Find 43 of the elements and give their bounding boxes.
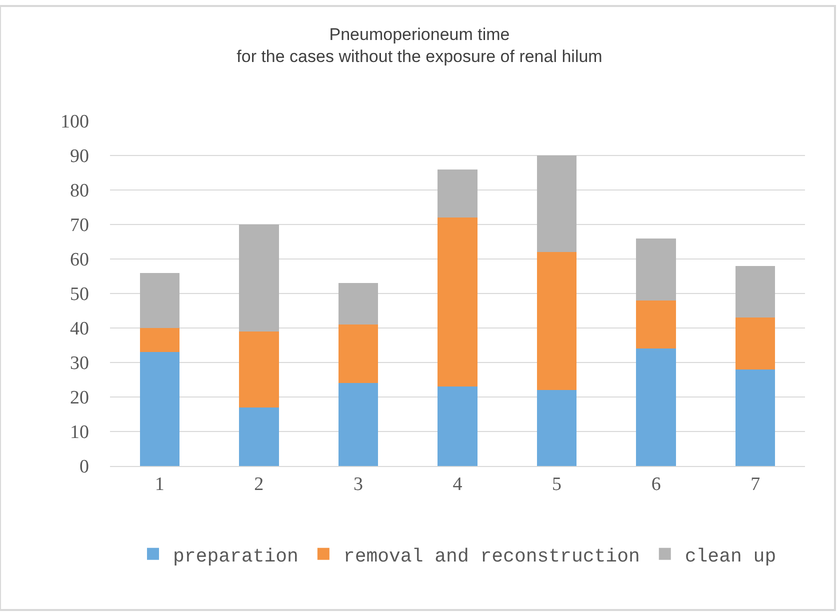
bar: [338, 283, 378, 325]
y-tick-label: 10: [70, 422, 89, 444]
x-tick-label: 1: [154, 474, 164, 495]
x-tick-label: 5: [552, 474, 562, 495]
legend-label: removal and reconstruction: [343, 545, 640, 568]
y-tick-label: 80: [70, 180, 89, 202]
y-tick-label: 0: [80, 456, 89, 478]
bar: [140, 352, 180, 466]
y-tick-label: 40: [70, 318, 89, 340]
y-tick-label: 100: [60, 112, 89, 133]
bar: [239, 407, 279, 466]
bar: [736, 369, 776, 466]
y-tick-label: 70: [70, 215, 89, 236]
bar: [140, 272, 180, 328]
bar: [338, 324, 378, 384]
bar: [636, 300, 676, 349]
x-tick-label: 4: [452, 474, 463, 495]
bar: [438, 386, 478, 466]
y-tick-label: 90: [70, 146, 89, 168]
bar: [536, 156, 577, 252]
y-tick-label: 60: [70, 250, 89, 271]
y-tick-label: 50: [70, 284, 89, 306]
bar: [140, 328, 180, 352]
y-tick-label: 30: [70, 353, 89, 374]
x-tick-label: 6: [651, 474, 661, 495]
bar: [536, 252, 577, 390]
y-tick-label: 20: [70, 388, 89, 409]
bar: [736, 266, 776, 318]
x-tick-label: 3: [353, 474, 363, 495]
legend-label: clean up: [684, 545, 776, 568]
chart-title: Pneumoperioneum time for the cases without the exposure of renal hilum: [236, 25, 602, 66]
bar: [239, 331, 279, 408]
bar: [736, 318, 776, 370]
bar: [338, 383, 378, 466]
x-tick-label: 2: [254, 474, 264, 495]
bar: [438, 218, 478, 387]
bar: [438, 169, 478, 218]
bar: [239, 224, 279, 332]
bar: [636, 238, 676, 300]
legend-label: preparation: [173, 545, 298, 568]
bar: [536, 390, 577, 466]
bar: [636, 348, 676, 466]
x-tick-label: 7: [750, 474, 760, 495]
